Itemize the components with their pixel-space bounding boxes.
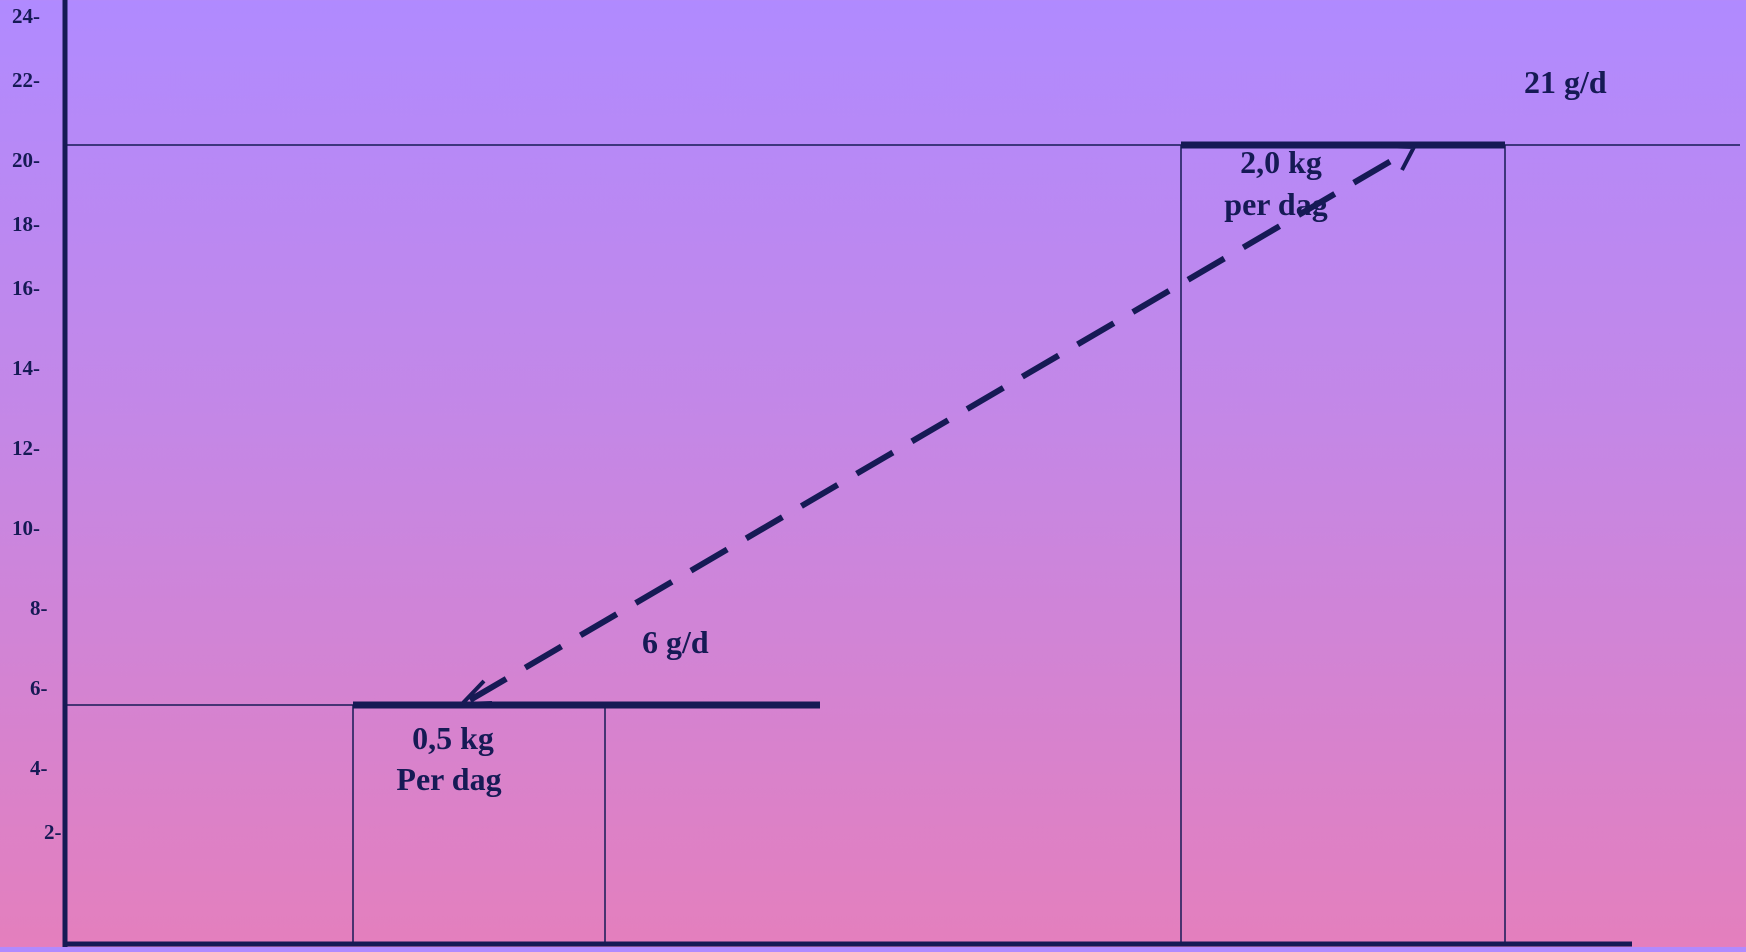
y-tick-label: 22-	[12, 68, 40, 92]
y-tick-label: 24-	[12, 4, 40, 28]
y-tick-label: 4-	[30, 756, 48, 780]
high-intake-label-line2: per dag	[1224, 186, 1327, 222]
low-intake-label-line1: 0,5 kg	[412, 720, 494, 756]
y-tick-label: 10-	[12, 516, 40, 540]
y-tick-label: 12-	[12, 436, 40, 460]
dashed-arrow-line	[468, 148, 1410, 703]
arrow-head-high	[1380, 144, 1418, 171]
low-intake-label-line2: Per dag	[396, 761, 501, 797]
arrow-head-low	[457, 679, 493, 707]
high-rate-label: 21 g/d	[1524, 64, 1607, 100]
y-tick-label: 2-	[44, 820, 62, 844]
high-intake-label-line1: 2,0 kg	[1240, 144, 1322, 180]
y-tick-label: 8-	[30, 596, 48, 620]
y-tick-label: 20-	[12, 148, 40, 172]
y-tick-label: 14-	[12, 356, 40, 380]
y-tick-labels: 24- 22- 20- 18- 16- 14- 12- 10- 8- 6- 4- 2-	[12, 4, 62, 844]
y-tick-label: 6-	[30, 676, 48, 700]
y-tick-label: 18-	[12, 212, 40, 236]
low-rate-label: 6 g/d	[642, 624, 709, 660]
y-tick-label: 16-	[12, 276, 40, 300]
